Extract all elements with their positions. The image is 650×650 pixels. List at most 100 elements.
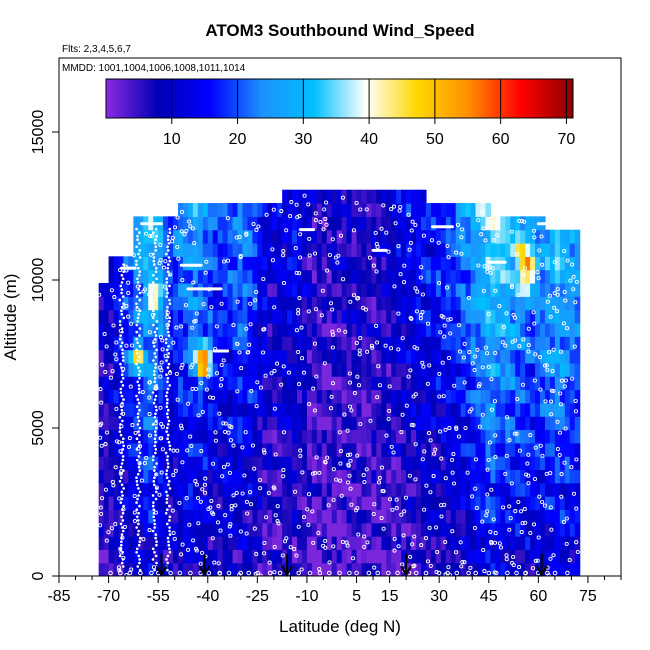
sounding-point: [135, 352, 139, 355]
heat-cell: [292, 536, 298, 550]
observation-point: [320, 288, 325, 293]
heat-cell: [376, 442, 382, 457]
observation-point: [271, 207, 276, 212]
observation-point: [279, 382, 284, 387]
heat-cell: [549, 562, 556, 576]
heat-cell: [535, 256, 541, 271]
sounding-point: [136, 281, 140, 284]
heat-cell: [297, 362, 303, 377]
observation-point: [297, 271, 302, 276]
observation-point: [211, 512, 216, 517]
heat-cell: [520, 389, 526, 404]
heat-cell: [396, 549, 402, 564]
heat-cell: [411, 509, 417, 524]
heat-cell: [569, 229, 576, 244]
observation-point: [147, 528, 152, 533]
heat-cell: [530, 522, 536, 537]
heat-cell: [158, 282, 164, 297]
heat-cell: [525, 229, 531, 244]
heat-cell: [297, 349, 303, 364]
heat-cell: [282, 322, 288, 337]
heat-cell: [128, 322, 134, 337]
sounding-point: [166, 291, 169, 295]
sounding-point: [165, 497, 169, 501]
sounding-point: [168, 487, 172, 490]
heat-cell: [336, 416, 343, 431]
heat-cell: [391, 509, 397, 524]
heat-cell: [178, 509, 184, 524]
heat-cell: [366, 362, 373, 377]
heat-cell: [460, 429, 467, 444]
heat-cell: [257, 562, 263, 576]
heat-cell: [495, 389, 501, 404]
heat-cell: [292, 429, 298, 444]
sounding-point: [121, 519, 125, 522]
observation-point: [485, 269, 490, 274]
heat-cell: [212, 336, 219, 351]
heat-cell: [505, 562, 511, 576]
heat-cell: [460, 536, 467, 550]
sounding-point: [165, 295, 168, 298]
heat-cell: [381, 509, 387, 524]
heat-cell: [559, 562, 566, 576]
heat-cell: [465, 376, 472, 391]
observation-point: [272, 368, 277, 373]
heat-cell: [173, 296, 179, 311]
heat-cell: [564, 243, 571, 257]
heat-cell: [356, 522, 363, 537]
observation-point: [365, 349, 370, 354]
heat-cell: [257, 376, 263, 391]
heat-cell: [311, 322, 318, 337]
heat-cell: [292, 362, 298, 377]
sounding-point: [153, 437, 157, 441]
sounding-point: [153, 465, 156, 469]
heat-cell: [420, 456, 427, 471]
heat-cell: [381, 349, 387, 364]
heat-cell: [540, 296, 546, 311]
observation-point: [348, 486, 353, 491]
heat-cell: [128, 389, 134, 404]
heat-cell: [272, 362, 278, 377]
heat-cell: [207, 442, 214, 457]
heat-cell: [202, 269, 209, 284]
heat-cell: [257, 309, 263, 324]
heat-cell: [311, 203, 318, 217]
heat-cell: [331, 509, 338, 524]
sounding-point: [168, 320, 171, 323]
heat-cell: [297, 336, 303, 351]
heat-cell: [430, 429, 437, 444]
observation-point: [358, 207, 363, 212]
heat-cell: [510, 256, 516, 271]
heat-cell: [416, 243, 422, 257]
surface-point: [337, 570, 342, 576]
heat-cell: [232, 376, 239, 391]
heat-cell: [123, 256, 130, 271]
observation-point: [456, 323, 462, 328]
heat-cell: [460, 562, 467, 576]
heat-cell: [178, 296, 184, 311]
heat-cell: [525, 256, 531, 271]
heat-cell: [331, 482, 338, 497]
heat-cell: [277, 256, 283, 271]
heat-cell: [411, 309, 417, 324]
heat-cell: [262, 282, 268, 297]
heat-cell: [292, 256, 298, 271]
heat-cell: [232, 456, 239, 471]
heat-cell: [272, 389, 278, 404]
heat-cell: [420, 522, 427, 537]
heat-cell: [430, 216, 437, 231]
observation-point: [559, 472, 564, 477]
observation-point: [326, 503, 331, 508]
heat-cell: [168, 522, 174, 537]
heat-cell: [515, 442, 521, 457]
observation-point: [237, 350, 242, 355]
heat-cell: [262, 536, 268, 550]
heat-cell: [163, 562, 169, 576]
heat-cell: [485, 349, 492, 364]
heat-cell: [202, 309, 209, 324]
heat-cell: [341, 496, 348, 510]
heat-cell: [123, 376, 130, 391]
observation-point: [574, 279, 579, 284]
heat-cell: [406, 269, 412, 284]
heat-cell: [520, 456, 526, 471]
